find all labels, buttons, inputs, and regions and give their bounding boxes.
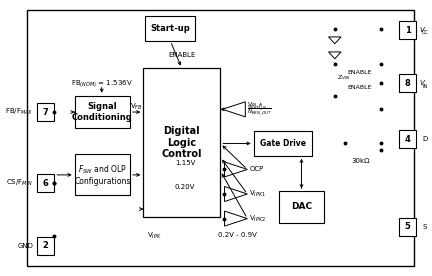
Text: GND: GND (18, 243, 33, 249)
FancyBboxPatch shape (279, 191, 324, 223)
Text: ENABLE: ENABLE (347, 85, 372, 90)
Text: FB$_{(NOM)}$ = 1.536V: FB$_{(NOM)}$ = 1.536V (71, 78, 133, 89)
FancyBboxPatch shape (37, 103, 54, 121)
Text: CS/F$_{MIN}$: CS/F$_{MIN}$ (6, 178, 33, 188)
Text: Gate Drive: Gate Drive (260, 139, 306, 148)
FancyBboxPatch shape (254, 131, 312, 156)
Text: 7: 7 (43, 108, 48, 116)
FancyBboxPatch shape (143, 68, 220, 217)
Text: IN: IN (422, 84, 428, 89)
Text: 1.15V: 1.15V (175, 160, 195, 166)
FancyBboxPatch shape (399, 131, 416, 148)
Text: V: V (420, 27, 425, 33)
Text: 5: 5 (405, 222, 410, 231)
Text: V$_{IPK2}$: V$_{IPK2}$ (249, 214, 267, 224)
Text: V: V (420, 80, 425, 86)
Text: V$_{IN\_A}$: V$_{IN\_A}$ (248, 100, 263, 109)
Text: S: S (422, 224, 427, 230)
Text: Digital
Logic
Control: Digital Logic Control (162, 126, 202, 159)
Text: 1: 1 (405, 26, 410, 34)
Text: 6: 6 (43, 179, 48, 188)
Text: 2: 2 (43, 242, 48, 250)
Text: Z$_{VIN}$: Z$_{VIN}$ (337, 73, 351, 82)
Text: ENABLE: ENABLE (347, 70, 372, 75)
Text: Start-up: Start-up (150, 24, 190, 33)
Text: V$_{FB}$: V$_{FB}$ (130, 102, 143, 112)
FancyBboxPatch shape (399, 218, 416, 236)
FancyBboxPatch shape (75, 154, 130, 195)
Text: OCP: OCP (249, 166, 264, 172)
Text: 8: 8 (405, 79, 410, 88)
FancyBboxPatch shape (37, 174, 54, 192)
Text: ENABLE: ENABLE (168, 52, 196, 58)
FancyBboxPatch shape (75, 96, 130, 128)
Text: FB/F$_{MAX}$: FB/F$_{MAX}$ (5, 107, 33, 117)
Text: V$_{BRN\_IN}$: V$_{BRN\_IN}$ (248, 104, 267, 112)
Text: V$_{IPK1}$: V$_{IPK1}$ (249, 189, 267, 199)
Text: 0.2V - 0.9V: 0.2V - 0.9V (218, 232, 257, 238)
Text: 30kΩ: 30kΩ (352, 158, 370, 164)
Text: $\overline{N_{BRN\_OUT}}$: $\overline{N_{BRN\_OUT}}$ (248, 107, 272, 117)
FancyBboxPatch shape (146, 16, 195, 41)
FancyBboxPatch shape (399, 75, 416, 92)
Text: Signal
Conditioning: Signal Conditioning (72, 102, 133, 122)
Text: 0.20V: 0.20V (175, 184, 195, 190)
Text: 4: 4 (405, 135, 410, 144)
Text: $F_{SW}$ and OLP
Configurations: $F_{SW}$ and OLP Configurations (74, 163, 130, 186)
FancyBboxPatch shape (399, 21, 416, 39)
Text: DAC: DAC (291, 203, 312, 211)
FancyBboxPatch shape (27, 10, 414, 266)
Text: CC: CC (422, 30, 429, 35)
Text: D: D (422, 136, 428, 142)
FancyBboxPatch shape (37, 237, 54, 255)
Text: V$_{IPK}$: V$_{IPK}$ (147, 231, 162, 242)
